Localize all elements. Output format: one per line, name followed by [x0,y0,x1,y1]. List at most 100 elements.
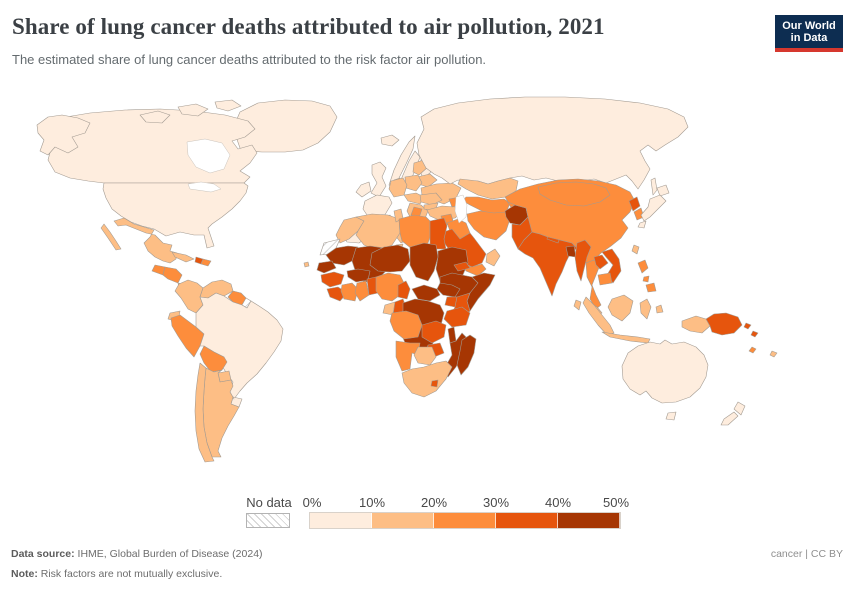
country-madagascar[interactable] [456,334,477,376]
country-namibia[interactable] [395,340,421,372]
country-indonesia-west-papua[interactable] [681,315,711,334]
country-philippines-mindanao[interactable] [645,282,657,293]
legend-tick-30: 30% [482,495,510,510]
country-cape-verde[interactable] [303,261,310,268]
legend-bin-40-50[interactable] [558,513,620,528]
country-indonesia-borneo[interactable] [607,294,634,322]
great-lakes [187,181,222,193]
country-angola[interactable] [389,310,423,340]
license-line: cancer | CC BY [771,548,843,560]
country-malawi[interactable] [447,326,457,344]
legend-tick-0: 0% [302,495,322,510]
owid-logo[interactable]: Our World in Data [775,15,843,52]
no-data-label: No data [246,495,292,510]
country-laos[interactable] [593,254,609,270]
map-legend: No data 0% 10% 20% 30% 40% 50% [0,494,850,534]
legend-bin-10-20[interactable] [372,513,434,528]
country-myanmar[interactable] [574,239,592,282]
country-mongolia[interactable] [537,181,611,207]
country-greenland[interactable] [232,99,338,153]
legend-tick-50: 50% [602,495,630,510]
country-russia-sakhalin[interactable] [650,177,658,196]
country-canada-island[interactable] [177,103,209,117]
country-indonesia-maluku[interactable] [655,304,664,314]
country-mexico[interactable] [113,217,178,264]
legend-tick-40: 40% [544,495,572,510]
country-united-states[interactable] [102,182,249,249]
country-fiji[interactable] [769,350,778,358]
country-north-korea[interactable] [628,196,641,212]
country-alaska[interactable] [36,114,91,156]
country-new-zealand-south[interactable] [720,411,739,426]
country-zambia[interactable] [421,320,447,344]
license-link[interactable]: cancer | CC BY [770,548,843,560]
legend-bin-0-10[interactable] [310,513,372,528]
country-japan-kyushu[interactable] [637,220,647,229]
country-canada-island[interactable] [214,99,242,112]
country-solomon-islands[interactable] [750,330,759,338]
country-poland[interactable] [404,174,423,192]
country-somalia[interactable] [466,272,496,312]
country-honduras-nicaragua[interactable] [162,266,183,284]
country-japan-hokkaido[interactable] [656,184,670,197]
country-indonesia-java[interactable] [601,331,651,344]
data-source-value[interactable]: IHME, Global Burden of Disease (2024) [77,548,263,560]
country-egypt[interactable] [429,217,448,250]
country-united-kingdom[interactable] [370,161,387,198]
country-philippines-visayas[interactable] [642,275,650,283]
country-papua-new-guinea[interactable] [705,312,743,336]
country-chad[interactable] [409,242,439,282]
country-cameroon[interactable] [397,280,411,300]
country-ghana[interactable] [354,280,370,302]
country-oman[interactable] [485,248,501,267]
owid-logo-line1: Our World [782,19,836,32]
country-central-african-republic[interactable] [411,284,441,302]
country-germany[interactable] [388,177,408,198]
country-russia[interactable] [416,96,689,190]
world-map [0,85,850,485]
legend-tick-10: 10% [358,495,386,510]
country-cuba[interactable] [171,251,195,263]
country-guinea[interactable] [320,271,345,288]
page-title: Share of lung cancer deaths attributed t… [12,14,605,39]
no-data-swatch[interactable] [246,513,290,528]
country-brazil[interactable] [195,292,284,400]
country-south-africa[interactable] [401,360,453,398]
country-canada-island[interactable] [139,110,171,124]
country-lesotho[interactable] [430,379,439,388]
country-niger[interactable] [369,244,411,273]
country-tanzania[interactable] [443,306,471,328]
country-botswana[interactable] [413,346,437,366]
country-ireland[interactable] [355,181,372,198]
country-chile[interactable] [194,362,215,463]
country-senegal[interactable] [316,260,337,274]
country-vanuatu[interactable] [748,346,757,354]
country-eritrea[interactable] [453,261,471,272]
country-colombia[interactable] [174,279,204,314]
owid-logo-line2: in Data [790,31,828,44]
country-iran[interactable] [466,210,511,241]
country-mexico-baja[interactable] [100,223,122,251]
data-source-label: Data source: [11,548,75,560]
country-cambodia[interactable] [597,272,613,286]
legend-bin-20-30[interactable] [434,513,496,528]
country-solomon-islands[interactable] [743,322,752,330]
country-dominican-republic[interactable] [200,258,212,267]
country-tasmania[interactable] [665,411,677,421]
country-sri-lanka[interactable] [573,299,582,311]
note-label: Note: [11,568,38,580]
country-indonesia-sulawesi[interactable] [639,298,652,320]
country-vietnam[interactable] [601,248,622,284]
country-cote-divoire[interactable] [340,282,359,302]
country-new-zealand-north[interactable] [733,401,746,416]
country-iceland[interactable] [380,134,400,147]
country-australia[interactable] [621,339,709,404]
country-philippines-luzon[interactable] [637,259,649,274]
country-japan-honshu[interactable] [640,194,667,222]
country-taiwan[interactable] [631,244,640,255]
country-guatemala[interactable] [151,264,166,276]
legend-bin-30-40[interactable] [496,513,558,528]
country-romania[interactable] [419,192,443,206]
country-burkina-faso[interactable] [346,268,371,283]
